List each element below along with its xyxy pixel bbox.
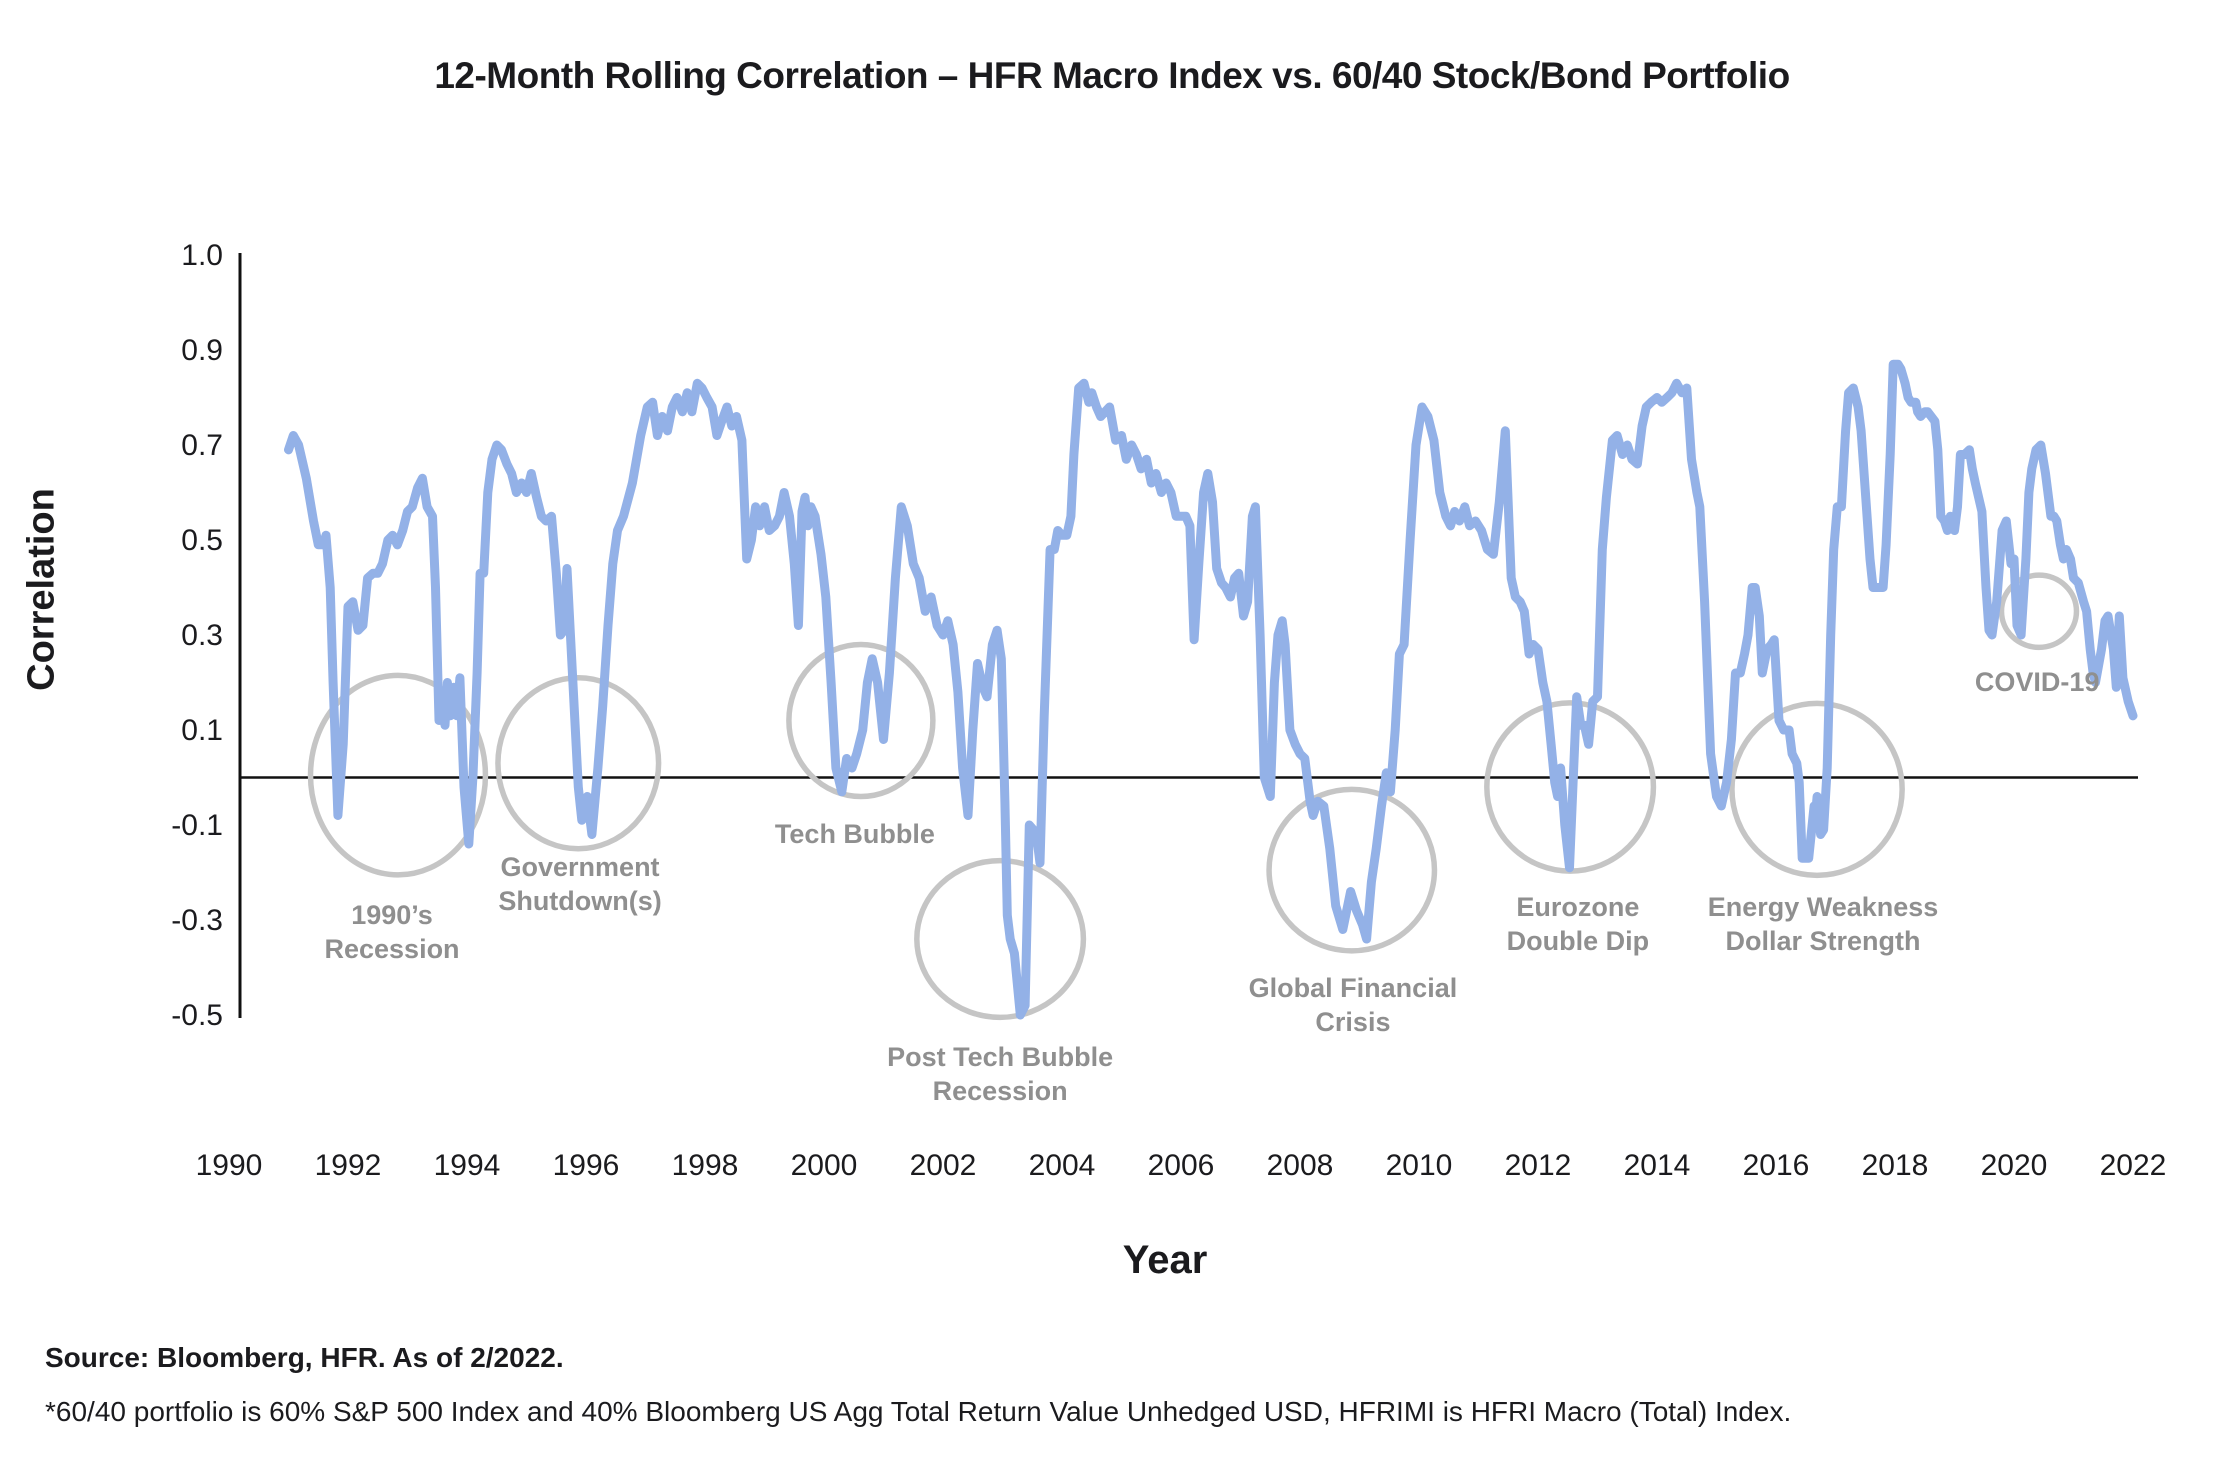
- y-tick-label: 0.7: [181, 429, 223, 462]
- footnote-text: *60/40 portfolio is 60% S&P 500 Index an…: [45, 1396, 1792, 1427]
- x-tick-label: 2004: [1029, 1149, 1096, 1182]
- annotation-label-global-financial-crisis: Global Financial Crisis: [1249, 973, 1458, 1037]
- source-text: Source: Bloomberg, HFR. As of 2/2022.: [45, 1342, 564, 1373]
- correlation-line: [284, 359, 2138, 1020]
- x-tick-label: 2012: [1505, 1149, 1572, 1182]
- x-tick-label: 1990: [196, 1149, 263, 1182]
- annotation-circle-nineties-recession: [307, 672, 489, 878]
- annotation-label-eurozone-double-dip: Eurozone Double Dip: [1507, 892, 1650, 956]
- x-tick-label: 2000: [791, 1149, 858, 1182]
- x-tick-label: 2018: [1862, 1149, 1929, 1182]
- annotation-circle-global-financial-crisis: [1266, 786, 1438, 954]
- annotation-circle-post-tech-bubble-recession: [914, 857, 1087, 1021]
- x-tick-label: 2002: [910, 1149, 977, 1182]
- y-tick-label: 1.0: [181, 239, 223, 272]
- chart-title: 12-Month Rolling Correlation – HFR Macro…: [434, 55, 1790, 96]
- y-tick-label: 0.9: [181, 334, 223, 367]
- annotation-circle-tech-bubble: [786, 641, 936, 800]
- y-tick-label: 0.5: [181, 524, 223, 557]
- x-tick-label: 2020: [1981, 1149, 2048, 1182]
- annotation-label-tech-bubble: Tech Bubble: [775, 819, 935, 849]
- x-tick-label: 2008: [1267, 1149, 1334, 1182]
- x-tick-label: 1994: [434, 1149, 501, 1182]
- annotation-circle-energy-weakness-dollar-strength: [1729, 700, 1905, 879]
- annotation-circle-government-shutdowns: [495, 675, 662, 852]
- annotation-label-government-shutdowns: Government Shutdown(s): [498, 852, 661, 916]
- x-tick-label: 2016: [1743, 1149, 1810, 1182]
- y-tick-label: -0.3: [171, 904, 223, 937]
- annotation-label-nineties-recession: 1990’s Recession: [324, 900, 459, 964]
- x-tick-label: 2014: [1624, 1149, 1691, 1182]
- y-tick-label: -0.1: [171, 809, 223, 842]
- y-tick-label: -0.5: [171, 999, 223, 1032]
- x-tick-label: 2022: [2100, 1149, 2167, 1182]
- y-tick-label: 0.1: [181, 714, 223, 747]
- x-tick-label: 2010: [1386, 1149, 1453, 1182]
- x-tick-label: 1998: [672, 1149, 739, 1182]
- correlation-line-chart: 1.0 0.9 0.7 0.5 0.3 0.1 -0.1 -0.3 -0.5 1990 1992 19…: [171, 239, 2167, 1182]
- annotation-circle-covid-19: [1998, 572, 2080, 651]
- y-tick-label: 0.3: [181, 619, 223, 652]
- x-tick-label: 2006: [1148, 1149, 1215, 1182]
- x-tick-label: 1996: [553, 1149, 620, 1182]
- x-axis-title: Year: [1122, 1238, 1208, 1282]
- x-tick-label: 1992: [315, 1149, 382, 1182]
- annotation-label-covid-19: COVID-19: [1975, 667, 2100, 697]
- annotation-label-energy-weakness-dollar-strength: Energy Weakness Dollar Strength: [1708, 892, 1939, 956]
- annotation-label-post-tech-bubble-recession: Post Tech Bubble Recession: [887, 1042, 1113, 1106]
